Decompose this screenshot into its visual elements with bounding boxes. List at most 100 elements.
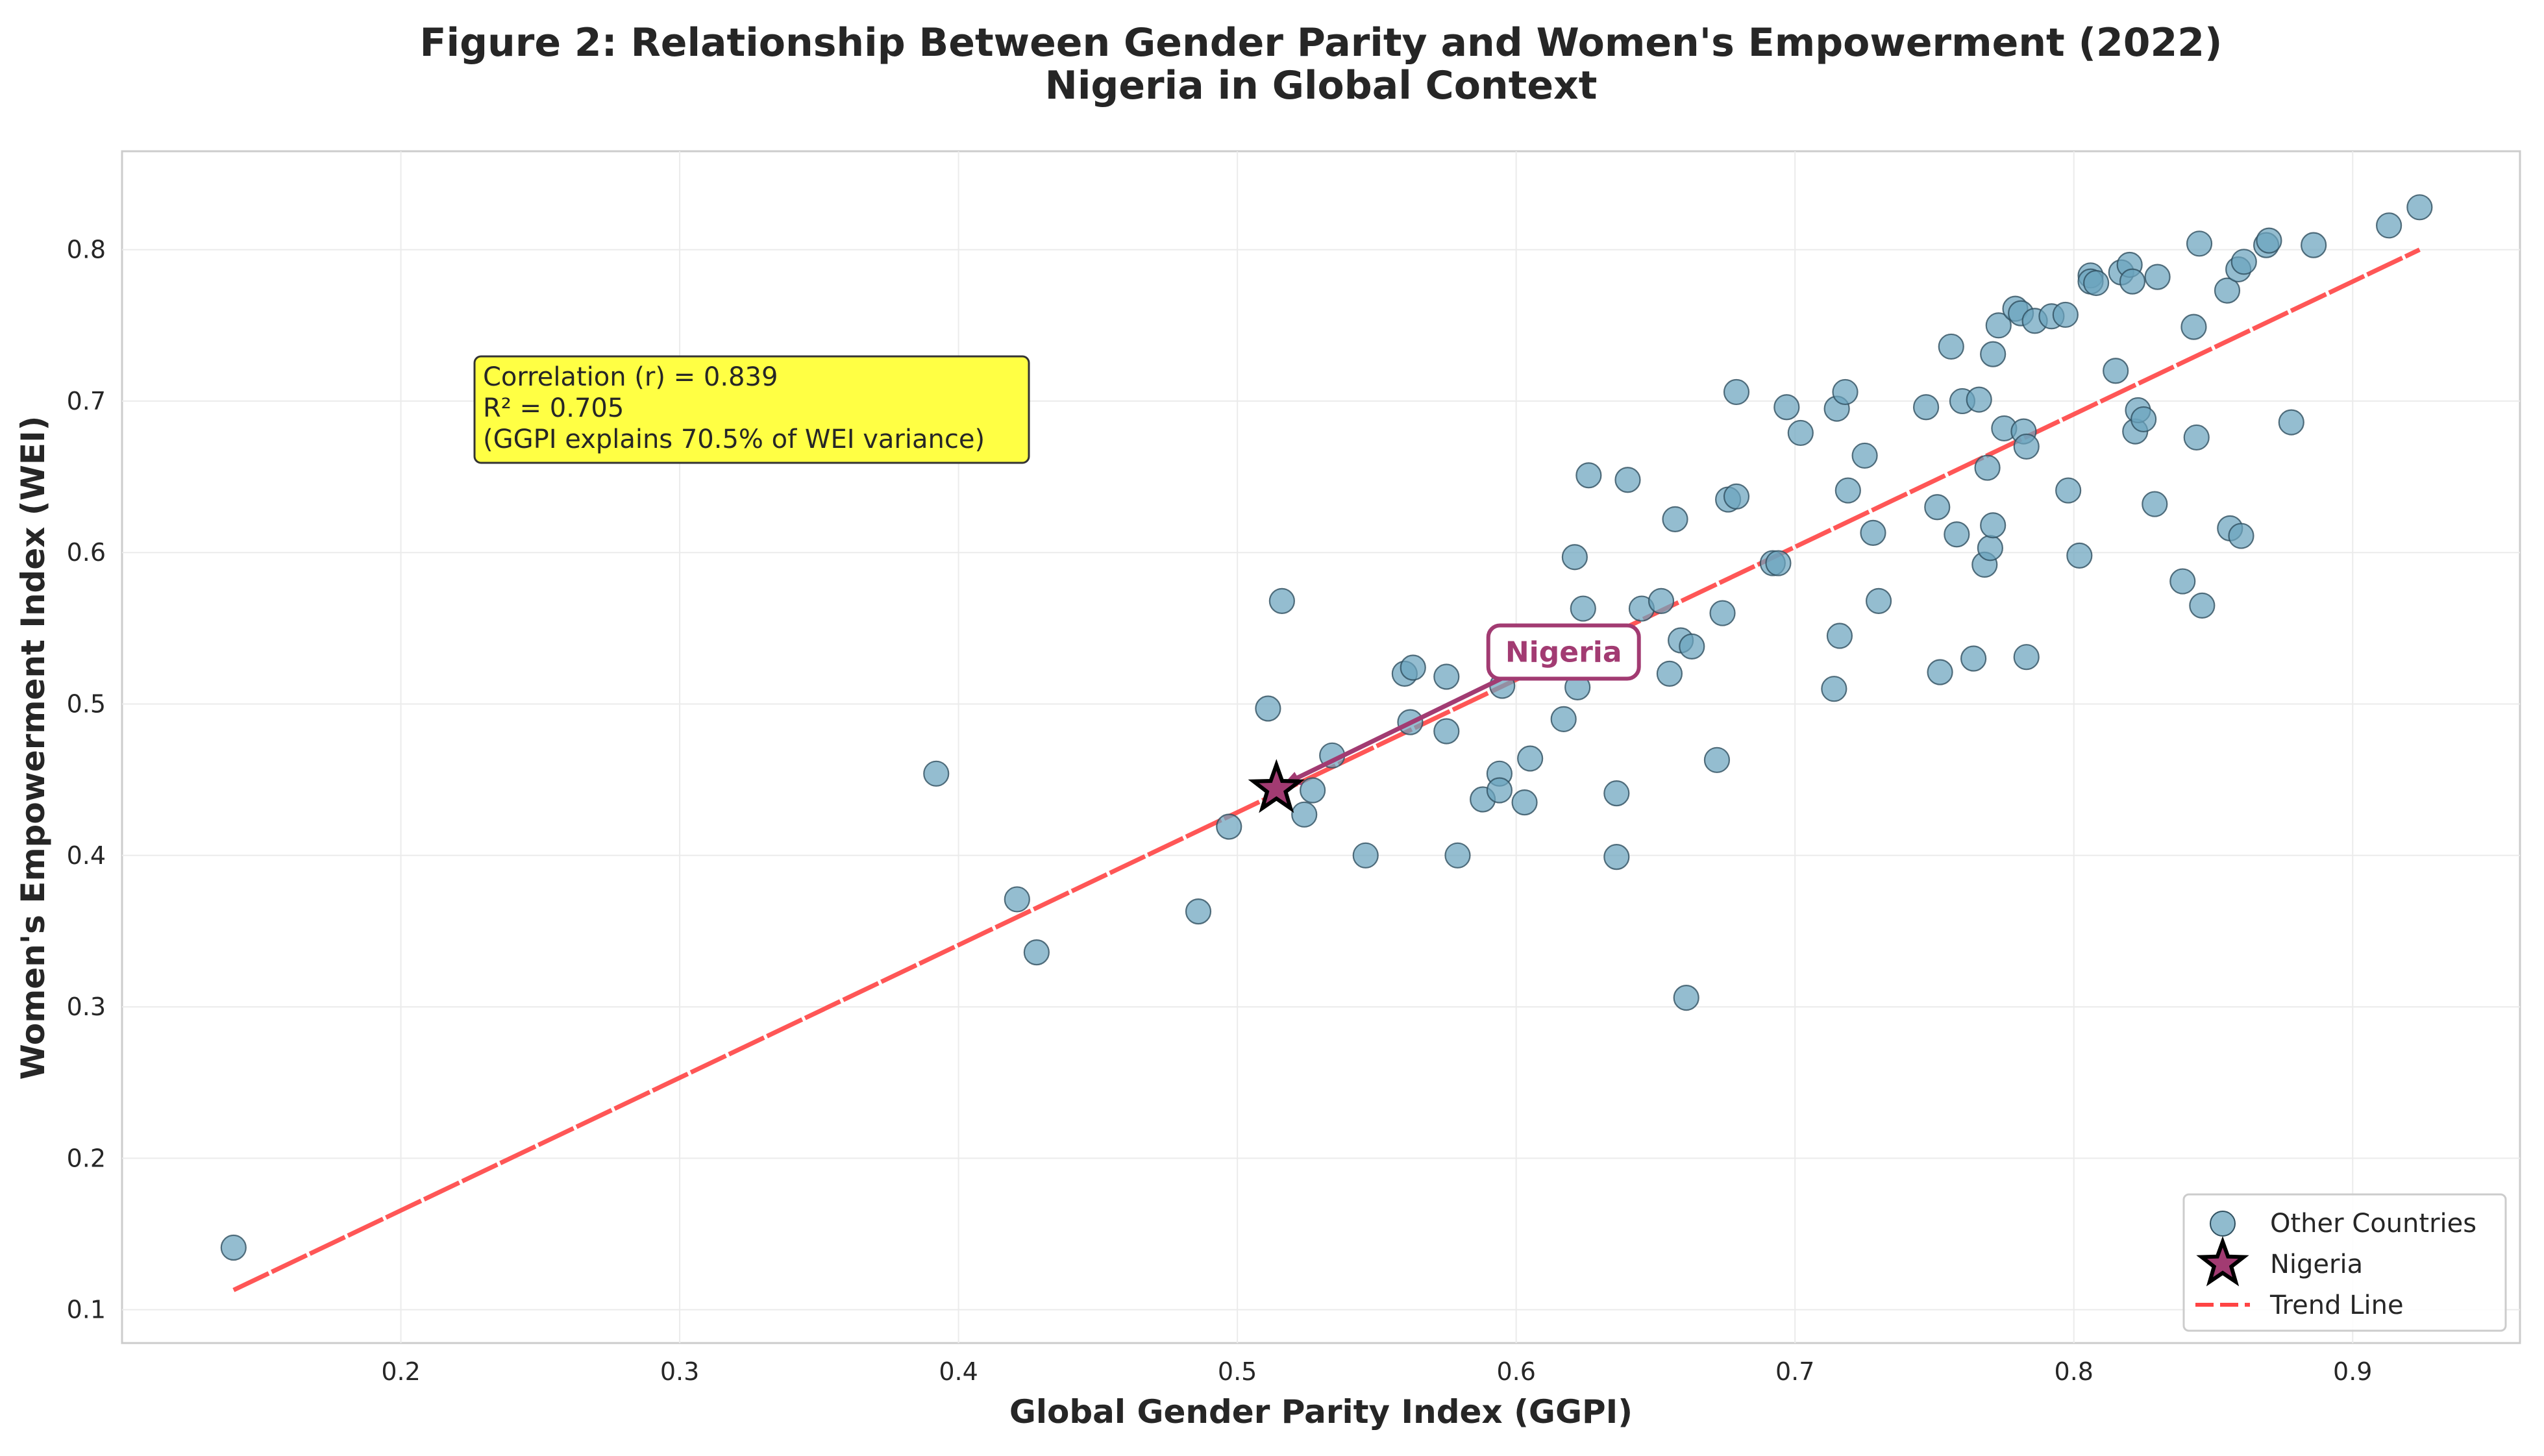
trend-line-group xyxy=(232,247,2421,1292)
x-tick-label: 0.7 xyxy=(1775,1357,1814,1386)
scatter-point xyxy=(1575,462,1602,489)
legend-frame xyxy=(2182,1193,2507,1332)
scatter-point xyxy=(2180,314,2207,340)
trend-line xyxy=(232,247,2421,1292)
scatter-point xyxy=(923,760,950,787)
scatter-point xyxy=(1550,706,1577,732)
y-axis-ticks: 0.1 0.2 0.3 0.4 0.5 0.6 0.7 0.8 xyxy=(67,236,106,1324)
scatter-point xyxy=(1985,312,2012,339)
scatter-point xyxy=(2214,277,2241,304)
scatter-point xyxy=(1023,939,1050,966)
y-axis-label: Women's Empowerment Index (WEI) xyxy=(14,415,52,1080)
scatter-point xyxy=(2406,194,2433,221)
scatter-point xyxy=(2376,212,2402,239)
scatter-point xyxy=(1679,633,1705,660)
x-tick-label: 0.5 xyxy=(1218,1357,1257,1386)
grid-lines xyxy=(122,151,2520,1343)
scatter-point xyxy=(1673,984,1699,1011)
nigeria-label-box xyxy=(1486,623,1641,681)
stats-line-r-squared: R² = 0.705 xyxy=(483,393,624,423)
scatter-point xyxy=(2055,477,2082,504)
scatter-point xyxy=(1603,780,1630,807)
y-tick-label: 0.4 xyxy=(67,841,106,870)
scatter-point xyxy=(1980,341,2007,367)
stats-line-correlation: Correlation (r) = 0.839 xyxy=(483,362,778,392)
scatter-point xyxy=(2186,230,2213,257)
plot-area xyxy=(121,150,2521,1344)
nigeria-group: Nigeria xyxy=(1248,623,1641,813)
scatter-point xyxy=(1912,394,1940,421)
x-axis-ticks: 0.2 0.3 0.4 0.5 0.6 0.7 0.8 0.9 xyxy=(381,1357,2372,1386)
scatter-point xyxy=(1400,654,1426,681)
x-tick-label: 0.4 xyxy=(939,1357,978,1386)
y-tick-label: 0.8 xyxy=(67,236,106,264)
scatter-point xyxy=(1486,777,1513,804)
scatter-point xyxy=(1865,587,1892,614)
scatter-point xyxy=(1773,394,1800,421)
scatter-point xyxy=(2278,409,2304,436)
chart-title: Figure 2: Relationship Between Gender Pa… xyxy=(420,20,2223,66)
scatter-point xyxy=(1352,842,1379,869)
scatter-point xyxy=(2183,424,2210,451)
x-tick-label: 0.6 xyxy=(1496,1357,1535,1386)
scatter-point xyxy=(1703,747,1731,773)
scatter-point xyxy=(1185,898,1212,925)
scatter-points xyxy=(220,194,2433,1261)
scatter-point xyxy=(1511,789,1538,816)
y-tick-label: 0.1 xyxy=(67,1296,106,1324)
y-tick-label: 0.6 xyxy=(67,538,106,567)
x-tick-label: 0.9 xyxy=(2333,1357,2372,1386)
legend-marker-other-countries xyxy=(2210,1211,2236,1237)
legend-label-trend-line: Trend Line xyxy=(2269,1290,2404,1320)
scatter-point xyxy=(1821,676,1847,702)
scatter-point xyxy=(1944,521,1970,548)
scatter-point xyxy=(1517,745,1544,772)
nigeria-arrow xyxy=(1287,676,1503,785)
scatter-point xyxy=(2230,249,2257,275)
scatter-point xyxy=(2066,542,2093,569)
scatter-point xyxy=(2189,592,2216,619)
scatter-point xyxy=(1656,660,1683,687)
stats-box-background xyxy=(473,355,1030,464)
y-tick-label: 0.5 xyxy=(67,690,106,719)
scatter-point xyxy=(1977,535,2003,561)
scatter-point xyxy=(1216,813,1242,840)
nigeria-label: Nigeria xyxy=(1505,636,1622,669)
scatter-point xyxy=(2256,227,2282,254)
y-tick-label: 0.2 xyxy=(67,1144,106,1172)
legend: Other Countries Nigeria Trend Line xyxy=(2182,1193,2507,1332)
scatter-point xyxy=(1723,378,1750,406)
scatter-point xyxy=(1851,442,1878,469)
scatter-point xyxy=(1004,886,1030,913)
scatter-point xyxy=(2013,644,2040,671)
scatter-point xyxy=(1709,600,1736,626)
nigeria-star-marker xyxy=(1248,759,1305,813)
scatter-point xyxy=(1938,333,1964,360)
x-axis-label: Global Gender Parity Index (GGPI) xyxy=(1009,1393,1633,1431)
scatter-point xyxy=(1832,378,1859,406)
scatter-point xyxy=(2013,433,2040,460)
x-tick-label: 0.8 xyxy=(2055,1357,2093,1386)
scatter-point xyxy=(1614,467,1641,493)
scatter-point xyxy=(1570,595,1596,622)
scatter-point xyxy=(1974,454,2001,481)
scatter-point xyxy=(1980,512,2007,539)
scatter-point xyxy=(2083,269,2110,297)
scatter-point xyxy=(1300,777,1326,804)
scatter-point xyxy=(1834,477,1861,504)
chart-subtitle: Nigeria in Global Context xyxy=(1045,63,1598,108)
scatter-point xyxy=(1960,645,1987,672)
scatter-point xyxy=(1787,419,1814,447)
scatter-point xyxy=(1433,663,1460,690)
scatter-point xyxy=(1662,506,1688,532)
scatter-point xyxy=(1765,550,1792,576)
scatter-point xyxy=(1966,386,1992,413)
y-tick-label: 0.7 xyxy=(67,387,106,415)
x-tick-label: 0.2 xyxy=(381,1357,420,1386)
scatter-point xyxy=(1924,494,1951,521)
scatter-point xyxy=(2301,232,2327,258)
scatter-point xyxy=(1603,844,1630,870)
scatter-point xyxy=(2169,568,2196,595)
stats-line-variance: (GGPI explains 70.5% of WEI variance) xyxy=(483,425,985,454)
